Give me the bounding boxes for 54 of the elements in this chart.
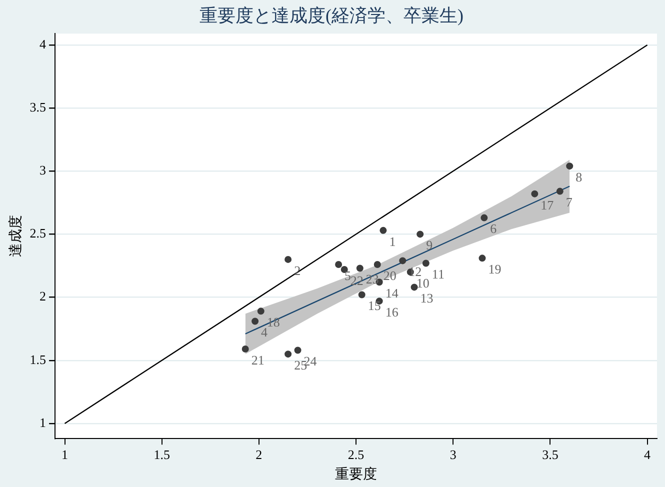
annotation: 20 [383, 268, 396, 283]
y-tick-label: 3 [40, 162, 46, 178]
point [422, 260, 430, 267]
annotation: 1 [389, 234, 396, 249]
annotation: 6 [490, 221, 498, 236]
annotation: 7 [566, 194, 573, 210]
x-tick-label: 3.5 [542, 446, 558, 462]
point [410, 284, 418, 291]
point [399, 257, 406, 264]
y-tick-label: 3.5 [30, 99, 46, 114]
point [478, 254, 486, 262]
point [294, 346, 302, 354]
annotation: 8 [576, 170, 582, 184]
annotation: 16 [385, 304, 399, 320]
point [284, 350, 292, 358]
point [380, 226, 387, 234]
point [556, 188, 564, 195]
annotation: 13 [420, 290, 434, 306]
x-tick-label: 2.5 [348, 446, 364, 462]
annotation: 19 [488, 262, 502, 277]
annotation: 14 [385, 286, 399, 301]
x-tick-label: 2 [256, 446, 262, 462]
annotation: 4 [261, 324, 268, 340]
point [531, 190, 538, 198]
annotation: 5 [344, 268, 352, 283]
x-tick-label: 1.5 [154, 446, 170, 462]
point [480, 214, 488, 222]
y-tick-label: 2 [40, 288, 46, 304]
point [284, 256, 292, 263]
y-tick-label: 1.5 [30, 352, 46, 367]
chart-title: 重要度と達成度(経済学、卒業生) [200, 6, 464, 26]
point [335, 260, 342, 268]
point [242, 346, 249, 353]
y-tick-label: 4 [40, 36, 47, 52]
point [358, 291, 366, 298]
y-tick-label: 1 [40, 414, 46, 430]
point [566, 162, 574, 170]
y-tick-label: 2.5 [30, 226, 46, 241]
annotation: 15 [368, 298, 381, 314]
x-tick-label: 3 [450, 446, 456, 462]
annotation: 10 [416, 275, 430, 290]
point [252, 318, 259, 325]
point [416, 230, 424, 238]
point [257, 308, 264, 315]
annotation: 11 [432, 266, 444, 282]
annotation: 17 [540, 197, 554, 212]
y-axis-title: 達成度 [8, 215, 24, 258]
x-tick-label: 1 [62, 446, 68, 462]
x-axis-title: 重要度 [335, 466, 378, 482]
x-tick-label: 4 [644, 446, 652, 462]
annotation: 21 [251, 352, 264, 368]
point [374, 260, 381, 268]
annotation: 9 [426, 238, 433, 253]
point [356, 264, 364, 272]
